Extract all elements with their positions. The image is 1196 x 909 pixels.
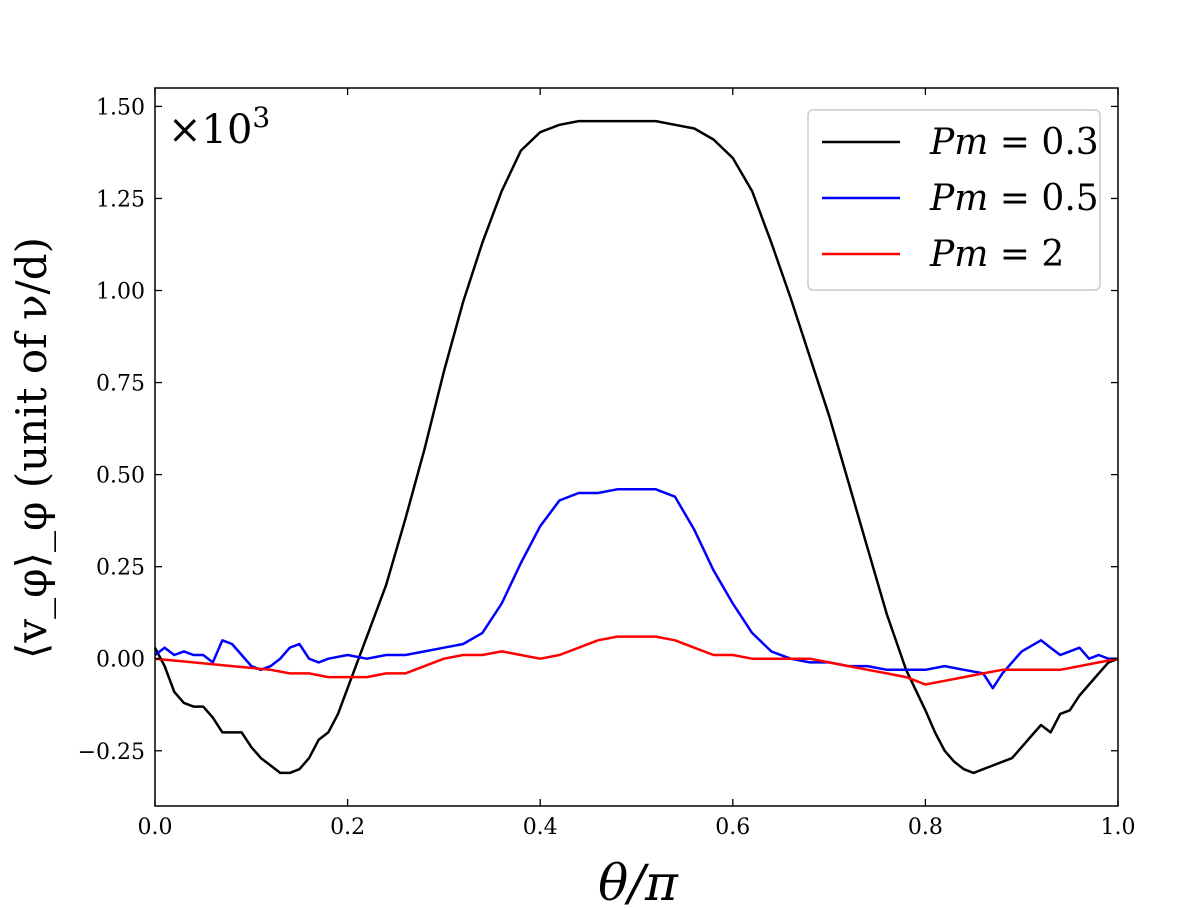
y-tick-label: 1.25 xyxy=(96,187,145,212)
y-axis-label: ⟨v_φ⟩_φ (unit of ν/d) xyxy=(7,237,56,659)
plot-frame xyxy=(154,87,1119,807)
multiplier-exponent: 3 xyxy=(252,101,270,134)
x-tick-label: 0.4 xyxy=(523,815,558,840)
tick-layer: 0.0 0.2 0.4 0.6 0.8 1.0 −0.25 0.00 0.25 0.50 0.75 1… xyxy=(78,88,1136,840)
x-tick-label: 1.0 xyxy=(1101,815,1136,840)
legend-label-0: Pm = 0.3 xyxy=(929,122,1099,163)
x-tick-label: 0.2 xyxy=(330,815,365,840)
y-tick-label: −0.25 xyxy=(78,740,145,765)
legend-label-1: Pm = 0.5 xyxy=(929,178,1099,219)
legend-label-2: Pm = 2 xyxy=(929,234,1064,275)
y-tick-label: 0.50 xyxy=(96,464,145,489)
multiplier-base: ×10 xyxy=(168,107,252,153)
y-tick-label: 0.75 xyxy=(96,372,145,397)
series-layer xyxy=(153,119,1119,775)
legend-box xyxy=(807,109,1101,291)
y-tick-label: 1.50 xyxy=(96,95,145,120)
y-tick-label: 0.25 xyxy=(96,556,145,581)
y-multiplier: ×103 xyxy=(168,101,270,153)
series-line-2 xyxy=(154,635,1119,686)
x-tick-label: 0.0 xyxy=(138,815,173,840)
x-tick-label: 0.8 xyxy=(908,815,943,840)
series-line-0 xyxy=(153,119,1119,775)
x-tick-label: 0.6 xyxy=(715,815,750,840)
y-tick-label: 0.00 xyxy=(96,648,145,673)
x-axis-label: θ/π xyxy=(598,854,679,909)
y-tick-label: 1.00 xyxy=(96,280,145,305)
legend: Pm = 0.3 Pm = 0.5 Pm = 2 xyxy=(807,109,1101,291)
